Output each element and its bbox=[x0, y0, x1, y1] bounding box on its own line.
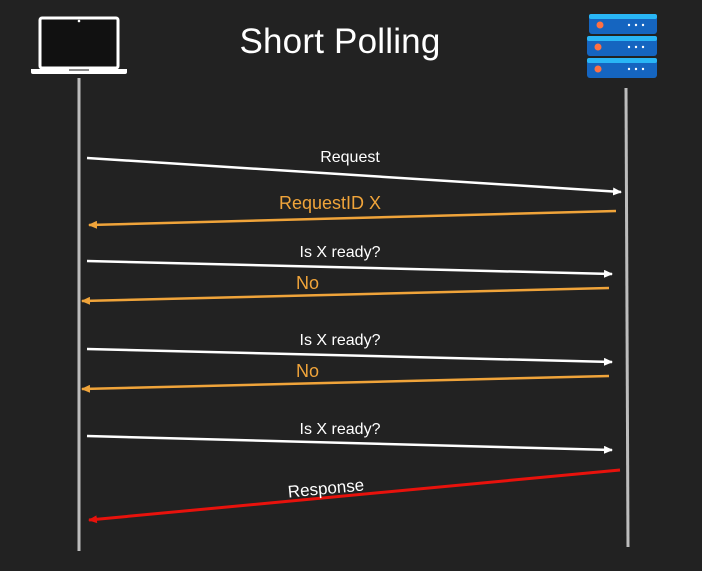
message-label: No bbox=[296, 361, 319, 381]
server-icon bbox=[587, 14, 657, 78]
message-label: No bbox=[296, 273, 319, 293]
messages: Request RequestID X Is X ready? No Is X … bbox=[81, 149, 622, 524]
message-request-id: RequestID X bbox=[88, 193, 617, 229]
message-arrow bbox=[86, 156, 622, 196]
message-arrow bbox=[86, 347, 613, 366]
message-reply-2: No bbox=[81, 361, 610, 393]
message-label: RequestID X bbox=[279, 193, 381, 213]
message-request: Request bbox=[86, 149, 622, 196]
message-arrow bbox=[86, 259, 613, 278]
message-poll-1: Is X ready? bbox=[86, 244, 613, 278]
message-poll-3: Is X ready? bbox=[86, 421, 613, 454]
diagram-title: Short Polling bbox=[239, 22, 441, 61]
message-arrow bbox=[88, 209, 617, 229]
message-arrow bbox=[81, 374, 610, 393]
message-arrow bbox=[81, 286, 610, 305]
message-label: Is X ready? bbox=[300, 421, 381, 438]
laptop-icon bbox=[31, 16, 127, 74]
server-lifeline bbox=[624, 87, 630, 548]
message-reply-1: No bbox=[81, 273, 610, 305]
message-label: Is X ready? bbox=[300, 332, 381, 349]
message-poll-2: Is X ready? bbox=[86, 332, 613, 366]
message-arrow bbox=[86, 434, 613, 454]
message-arrow bbox=[88, 468, 621, 524]
message-label: Is X ready? bbox=[300, 244, 381, 261]
message-label: Request bbox=[320, 149, 380, 166]
